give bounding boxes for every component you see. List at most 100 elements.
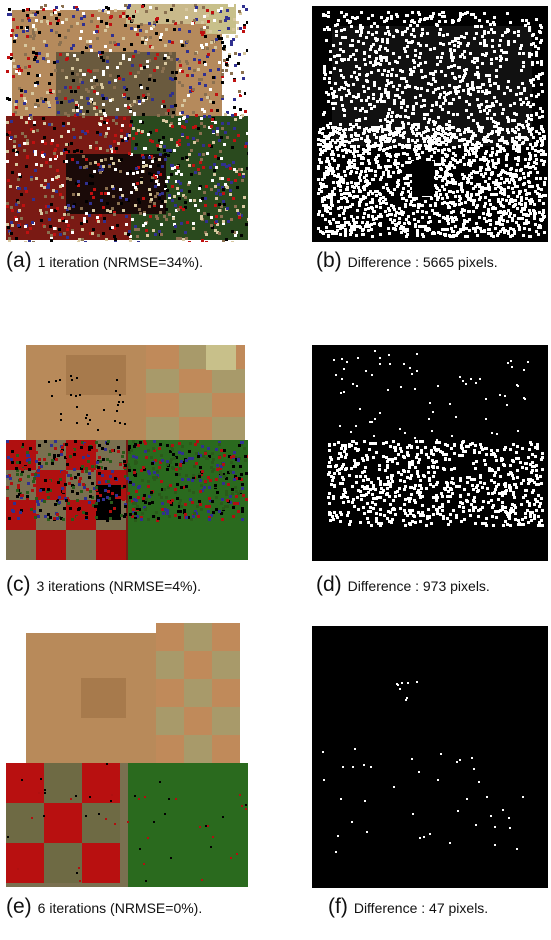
pixel — [537, 150, 540, 153]
pixel — [370, 223, 373, 226]
pixel — [441, 52, 444, 55]
pixel — [133, 498, 136, 501]
pixel — [24, 44, 27, 47]
pixel — [34, 150, 37, 153]
pixel — [472, 203, 475, 206]
pixel — [244, 110, 247, 113]
pixel — [436, 213, 439, 216]
pixel — [168, 194, 171, 197]
pixel — [207, 476, 210, 479]
pixel — [79, 136, 82, 139]
pixel — [234, 52, 237, 55]
pixel — [70, 394, 72, 396]
pixel — [71, 72, 74, 75]
pixel — [502, 108, 505, 111]
pixel — [438, 20, 441, 23]
pixel — [400, 450, 403, 453]
pixel — [346, 188, 349, 191]
pixel — [199, 466, 202, 469]
pixel — [43, 122, 46, 125]
pixel — [385, 183, 388, 186]
pixel — [346, 19, 349, 22]
pixel — [377, 477, 380, 480]
pixel — [430, 83, 433, 86]
pixel — [391, 111, 394, 114]
pixel — [379, 119, 382, 122]
pixel — [129, 170, 132, 173]
pixel — [337, 221, 340, 224]
pixel — [107, 127, 110, 130]
pixel — [331, 102, 334, 105]
pixel — [81, 470, 84, 473]
pixel — [355, 171, 358, 174]
pixel — [118, 401, 120, 403]
pixel — [446, 215, 449, 218]
pixel — [476, 25, 479, 28]
pixel — [386, 187, 389, 190]
pixel — [388, 33, 391, 36]
pixel — [26, 491, 29, 494]
pixel — [432, 91, 435, 94]
pixel — [513, 130, 516, 133]
pixel — [223, 454, 226, 457]
pixel — [340, 455, 343, 458]
pixel — [134, 502, 137, 505]
pixel — [152, 467, 155, 470]
pixel — [529, 143, 532, 146]
pixel — [340, 29, 343, 32]
pixel — [350, 127, 353, 130]
pixel — [89, 40, 92, 43]
pixel — [83, 73, 86, 76]
pixel — [381, 130, 384, 133]
pixel — [342, 140, 345, 143]
pixel — [192, 137, 195, 140]
pixel — [325, 226, 328, 229]
pixel — [357, 40, 360, 43]
pixel — [405, 80, 408, 83]
pixel — [193, 512, 196, 515]
pixel — [71, 99, 74, 102]
pixel — [357, 357, 359, 359]
pixel — [412, 204, 415, 207]
pixel — [535, 177, 538, 180]
pixel — [171, 444, 174, 447]
pixel — [243, 447, 246, 450]
pixel — [502, 212, 505, 215]
pixel — [223, 475, 226, 478]
pixel — [157, 114, 160, 117]
pixel — [227, 220, 230, 223]
pixel — [179, 64, 182, 67]
pixel — [366, 80, 369, 83]
pixel — [199, 479, 202, 482]
pixel — [513, 119, 516, 122]
pixel — [147, 480, 150, 483]
pixel — [498, 127, 501, 130]
pixel — [460, 35, 463, 38]
pixel — [450, 216, 453, 219]
pixel — [340, 11, 343, 14]
pixel — [361, 107, 364, 110]
pixel — [340, 447, 343, 450]
pixel — [232, 506, 235, 509]
pixel — [164, 11, 167, 14]
pixel — [188, 153, 191, 156]
pixel — [66, 177, 69, 180]
pixel — [159, 211, 162, 214]
pixel — [441, 179, 444, 182]
pixel — [451, 72, 454, 75]
pixel — [394, 495, 397, 498]
pixel — [30, 116, 33, 119]
pixel — [379, 206, 382, 209]
pixel — [216, 127, 219, 130]
pixel — [129, 481, 132, 484]
pixel — [426, 128, 429, 131]
pixel — [185, 474, 188, 477]
pixel — [13, 145, 16, 148]
pixel — [35, 177, 38, 180]
pixel — [335, 95, 338, 98]
pixel — [433, 212, 436, 215]
pixel — [394, 131, 397, 134]
pixel — [211, 461, 214, 464]
pixel — [134, 75, 137, 78]
pixel — [387, 165, 390, 168]
